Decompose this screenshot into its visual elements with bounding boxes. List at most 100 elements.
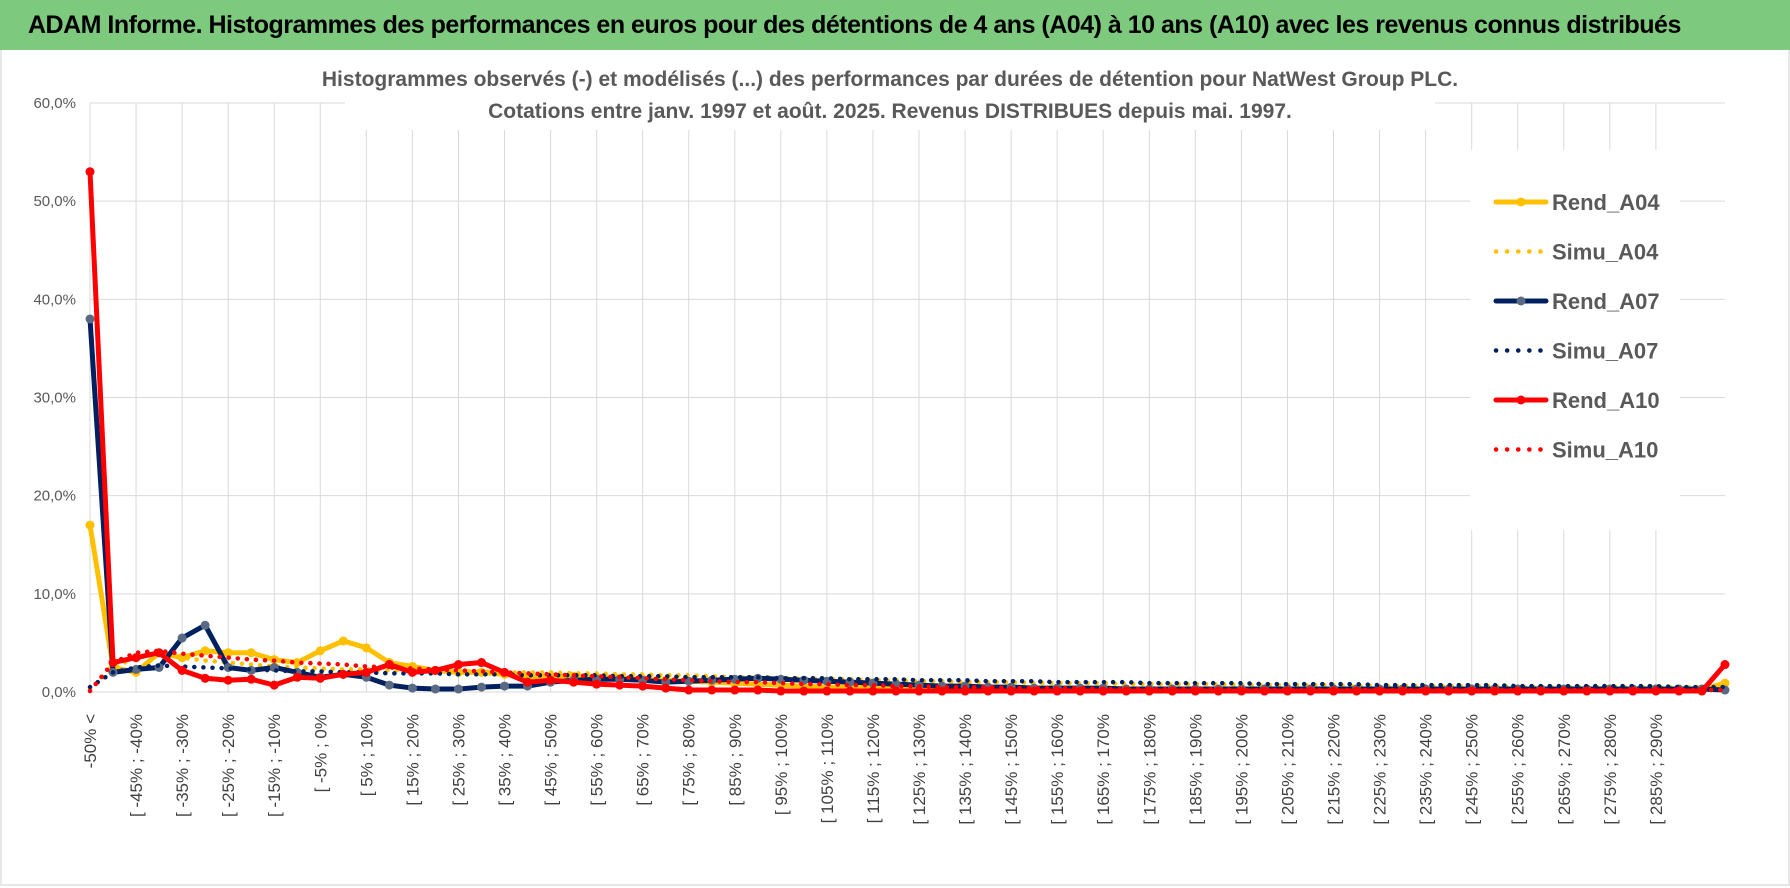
x-tick-label: [ 245% ; 250% (1463, 714, 1482, 825)
series-line-Simu_A04 (87, 652, 1728, 693)
x-tick-label: -50% < (81, 714, 100, 768)
legend-marker-Rend_A04 (1516, 197, 1526, 207)
data-point-Rend_A10 (223, 675, 233, 685)
data-point-Rend_A04 (338, 636, 348, 646)
x-axis-ticks: -50% < [ -45% ; -40% [ -35% ; -30% [ -25% ;… (81, 714, 1666, 825)
y-tick-label: 60,0% (33, 95, 76, 112)
y-tick-label: 10,0% (33, 586, 76, 603)
data-point-Rend_A04 (246, 648, 256, 658)
data-point-Rend_A10 (776, 686, 786, 696)
histogram-chart: 0,0% 10,0% 20,0% 30,0% 40,0% 50,0% 60,0% -50% … (33, 60, 1730, 825)
data-point-Rend_A04 (361, 643, 371, 653)
data-point-Rend_A07 (500, 681, 510, 691)
series-line-Rend_A04 (87, 522, 1728, 692)
data-point-Rend_A10 (868, 686, 878, 696)
x-tick-label: [ 205% ; 210% (1278, 714, 1297, 825)
legend-label-Simu_A04: Simu_A04 (1552, 240, 1659, 265)
legend-label-Simu_A07: Simu_A07 (1552, 339, 1658, 364)
x-tick-label: [ 195% ; 200% (1232, 714, 1251, 825)
header-bar: ADAM Informe. Histogrammes des performan… (0, 0, 1790, 52)
data-point-Rend_A10 (684, 685, 694, 695)
legend-marker-Rend_A10 (1516, 395, 1526, 405)
x-tick-label: [ 275% ; 280% (1601, 714, 1620, 825)
y-tick-label: 40,0% (33, 291, 76, 308)
data-point-Rend_A07 (85, 314, 95, 324)
data-point-Rend_A10 (1329, 686, 1339, 696)
x-tick-label: [ -35% ; -30% (173, 714, 192, 817)
data-point-Rend_A10 (822, 686, 832, 696)
data-point-Rend_A10 (200, 673, 210, 683)
data-point-Rend_A10 (983, 686, 993, 696)
data-point-Rend_A10 (453, 660, 463, 670)
legend-marker-Rend_A07 (1516, 296, 1526, 306)
data-point-Rend_A10 (338, 669, 348, 679)
x-tick-label: [ 45% ; 50% (542, 714, 561, 806)
data-point-Rend_A04 (315, 646, 325, 656)
data-point-Rend_A10 (523, 677, 533, 687)
x-tick-label: [ 125% ; 130% (910, 714, 929, 825)
data-point-Rend_A07 (200, 620, 210, 630)
data-point-Rend_A10 (500, 667, 510, 677)
y-tick-label: 30,0% (33, 390, 76, 407)
data-point-Rend_A07 (430, 684, 440, 694)
x-tick-label: [ 185% ; 190% (1186, 714, 1205, 825)
data-point-Rend_A10 (246, 674, 256, 684)
data-point-Rend_A10 (638, 681, 648, 691)
data-point-Rend_A10 (799, 686, 809, 696)
data-point-Rend_A10 (292, 672, 302, 682)
x-tick-label: [ 95% ; 100% (772, 714, 791, 815)
data-point-Rend_A10 (615, 680, 625, 690)
legend: Rend_A04 Simu_A04 Rend_A07 Simu_A07 Rend_A10… (1470, 150, 1680, 530)
x-tick-label: [ -15% ; -10% (265, 714, 284, 817)
x-tick-label: [ 235% ; 240% (1417, 714, 1436, 825)
y-axis-ticks: 0,0% 10,0% 20,0% 30,0% 40,0% 50,0% 60,0% (33, 95, 76, 701)
data-point-Rend_A10 (707, 685, 717, 695)
data-point-Rend_A10 (592, 679, 602, 689)
data-point-Rend_A10 (1720, 660, 1730, 670)
x-tick-label: [ 55% ; 60% (588, 714, 607, 806)
x-tick-label: [ 225% ; 230% (1371, 714, 1390, 825)
y-tick-label: 50,0% (33, 193, 76, 210)
chart-subtitle: Cotations entre janv. 1997 et août. 2025… (488, 100, 1292, 123)
x-tick-label: [ 265% ; 270% (1555, 714, 1574, 825)
x-tick-label: [ 75% ; 80% (680, 714, 699, 806)
x-tick-label: [ 255% ; 260% (1509, 714, 1528, 825)
data-point-Rend_A10 (546, 675, 556, 685)
data-point-Rend_A10 (845, 686, 855, 696)
x-tick-label: [ 135% ; 140% (956, 714, 975, 825)
data-point-Rend_A10 (569, 677, 579, 687)
x-tick-label: [ 155% ; 160% (1048, 714, 1067, 825)
x-tick-label: [ -25% ; -20% (219, 714, 238, 817)
data-point-Rend_A10 (891, 686, 901, 696)
data-point-Rend_A10 (131, 653, 141, 663)
data-point-Rend_A10 (177, 665, 187, 675)
data-point-Rend_A07 (407, 683, 417, 693)
legend-label-Rend_A10: Rend_A10 (1552, 388, 1660, 413)
data-point-Rend_A10 (960, 686, 970, 696)
x-tick-label: [ 25% ; 30% (449, 714, 468, 806)
x-tick-label: [ 285% ; 290% (1647, 714, 1666, 825)
data-point-Rend_A10 (361, 667, 371, 677)
data-point-Rend_A07 (177, 633, 187, 643)
chart-title-group: Histogrammes observés (-) et modélisés (… (322, 60, 1458, 130)
data-point-Rend_A10 (914, 686, 924, 696)
data-point-Rend_A04 (223, 648, 233, 658)
y-tick-label: 0,0% (42, 684, 76, 701)
series-layer (85, 167, 1730, 696)
data-point-Rend_A10 (937, 686, 947, 696)
x-tick-label: [ 35% ; 40% (496, 714, 515, 806)
x-tick-label: [ 65% ; 70% (634, 714, 653, 806)
x-tick-label: [ 115% ; 120% (864, 714, 883, 823)
data-point-Rend_A10 (476, 658, 486, 668)
chart-title: Histogrammes observés (-) et modélisés (… (322, 68, 1458, 91)
data-point-Rend_A10 (753, 685, 763, 695)
y-tick-label: 20,0% (33, 488, 76, 505)
data-point-Rend_A10 (661, 683, 671, 693)
x-tick-label: [ 5% ; 10% (357, 714, 376, 796)
x-tick-label: [ 15% ; 20% (403, 714, 422, 806)
x-tick-label: [ 215% ; 220% (1325, 714, 1344, 825)
data-point-Rend_A10 (269, 680, 279, 690)
x-tick-label: [ 85% ; 90% (726, 714, 745, 806)
data-point-Rend_A10 (315, 673, 325, 683)
data-point-Rend_A10 (85, 167, 95, 177)
